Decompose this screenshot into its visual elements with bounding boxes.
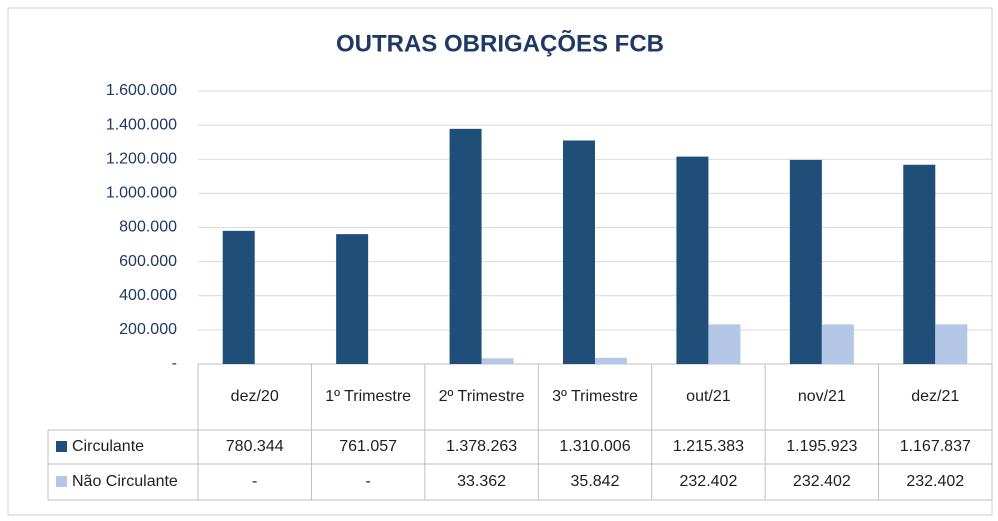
table-value: 1.378.263 (446, 438, 517, 455)
bar (903, 164, 936, 364)
x-tick-label: nov/21 (797, 388, 846, 405)
bar (789, 159, 822, 364)
bar (676, 156, 709, 364)
y-tick-label: 800.000 (119, 219, 177, 236)
bar (481, 358, 514, 364)
bar (595, 357, 627, 364)
table-value: 232.402 (680, 473, 738, 490)
table-value: 232.402 (906, 473, 964, 490)
table-value: 761.057 (339, 438, 397, 455)
legend-label: Não Circulante (72, 473, 178, 490)
table-value: 35.842 (571, 473, 620, 490)
x-tick-label: dez/20 (230, 388, 279, 405)
y-tick-label: 1.200.000 (106, 150, 177, 167)
y-tick-label: 400.000 (119, 287, 177, 304)
y-tick-label: - (172, 355, 177, 372)
bar (563, 140, 595, 364)
legend-label: Circulante (72, 438, 144, 455)
legend-swatch (56, 441, 67, 452)
table-value: 1.167.837 (900, 438, 971, 455)
y-tick-label: 1.600.000 (106, 82, 177, 99)
table-value: - (365, 473, 370, 490)
table-value: 1.310.006 (559, 438, 630, 455)
x-tick-label: dez/21 (911, 388, 960, 405)
x-tick-label: 2º Trimestre (438, 388, 525, 405)
x-tick-label: 3º Trimestre (552, 388, 638, 405)
y-tick-label: 600.000 (119, 253, 177, 270)
bar (935, 324, 968, 364)
bar (336, 234, 369, 364)
chart-title: OUTRAS OBRIGAÇÕES FCB (336, 29, 664, 57)
bar (222, 230, 255, 364)
x-tick-label: 1º Trimestre (325, 388, 412, 405)
y-tick-label: 200.000 (119, 321, 177, 338)
x-tick-label: out/21 (686, 388, 731, 405)
table-value: 232.402 (793, 473, 851, 490)
bar (449, 128, 482, 364)
legend-swatch (56, 476, 67, 487)
table-value: 1.195.923 (786, 438, 857, 455)
bar (708, 324, 741, 364)
y-tick-label: 1.000.000 (106, 185, 177, 202)
table-value: 1.215.383 (673, 438, 744, 455)
table-value: 33.362 (457, 473, 506, 490)
table-value: 780.344 (226, 438, 284, 455)
bar (821, 324, 854, 364)
y-tick-label: 1.400.000 (106, 116, 177, 133)
table-value: - (252, 473, 257, 490)
